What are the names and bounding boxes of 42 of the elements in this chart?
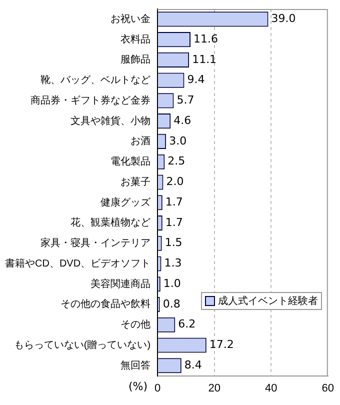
x-tick-label: 20 (208, 382, 220, 394)
text: 1.7 (165, 216, 183, 229)
y-tick-label: 書籍やCD、DVD、ビデオソフト (4, 257, 151, 270)
y-tick-label: 健康グッズ (100, 196, 152, 208)
text: 0.8 (162, 297, 180, 310)
text: 1.7 (165, 195, 183, 208)
y-tick-label: 家具・寝具・インテリア (40, 237, 151, 250)
x-tick-label: 0 (154, 382, 161, 394)
text: 2.5 (168, 154, 186, 168)
y-tick-label: 美容関連商品 (90, 278, 151, 290)
text: 5.7 (176, 94, 194, 107)
text: 4.6 (174, 114, 192, 127)
text: 3.0 (169, 134, 187, 148)
x-tick-label: 40 (264, 382, 278, 394)
y-tick-label: 衣料品 (120, 33, 151, 46)
legend-label: 成人式イベント経験者 (218, 294, 318, 308)
text: 9.4 (187, 73, 205, 86)
y-tick-label: 商品券・ギフト券など金券 (30, 94, 151, 106)
x-axis-title: (%) (128, 380, 148, 394)
text: 1.0 (163, 276, 181, 290)
y-tick-label: 靴、バッグ、ベルトなど (40, 74, 151, 86)
text: 1.3 (164, 256, 182, 270)
y-tick-label: もらっていない(贈っていない) (14, 338, 151, 351)
y-tick-label: お酒 (130, 135, 151, 148)
y-tick-label: お祝い金 (110, 12, 151, 25)
y-tick-label: その他 (120, 318, 151, 331)
y-tick-label: 無回答 (120, 359, 151, 372)
text: 39.0 (271, 12, 296, 26)
text: 2.0 (166, 175, 184, 188)
y-tick-label: その他の食品や飲料 (60, 298, 151, 310)
text: 17.2 (209, 338, 234, 352)
x-tick-label: 60 (322, 382, 334, 394)
text: 1.5 (164, 236, 182, 250)
y-tick-label: お菓子 (120, 176, 151, 188)
text: 11.1 (192, 52, 217, 66)
text: 8.4 (184, 358, 202, 372)
text: 6.2 (178, 318, 196, 331)
y-tick-label: 花、観葉植物など (70, 216, 151, 229)
y-tick-label: 文具や雑貨、小物 (70, 114, 151, 127)
y-tick-label: 電化製品 (110, 156, 151, 168)
text: 11.6 (193, 32, 218, 46)
y-tick-label: 服飾品 (120, 54, 151, 66)
